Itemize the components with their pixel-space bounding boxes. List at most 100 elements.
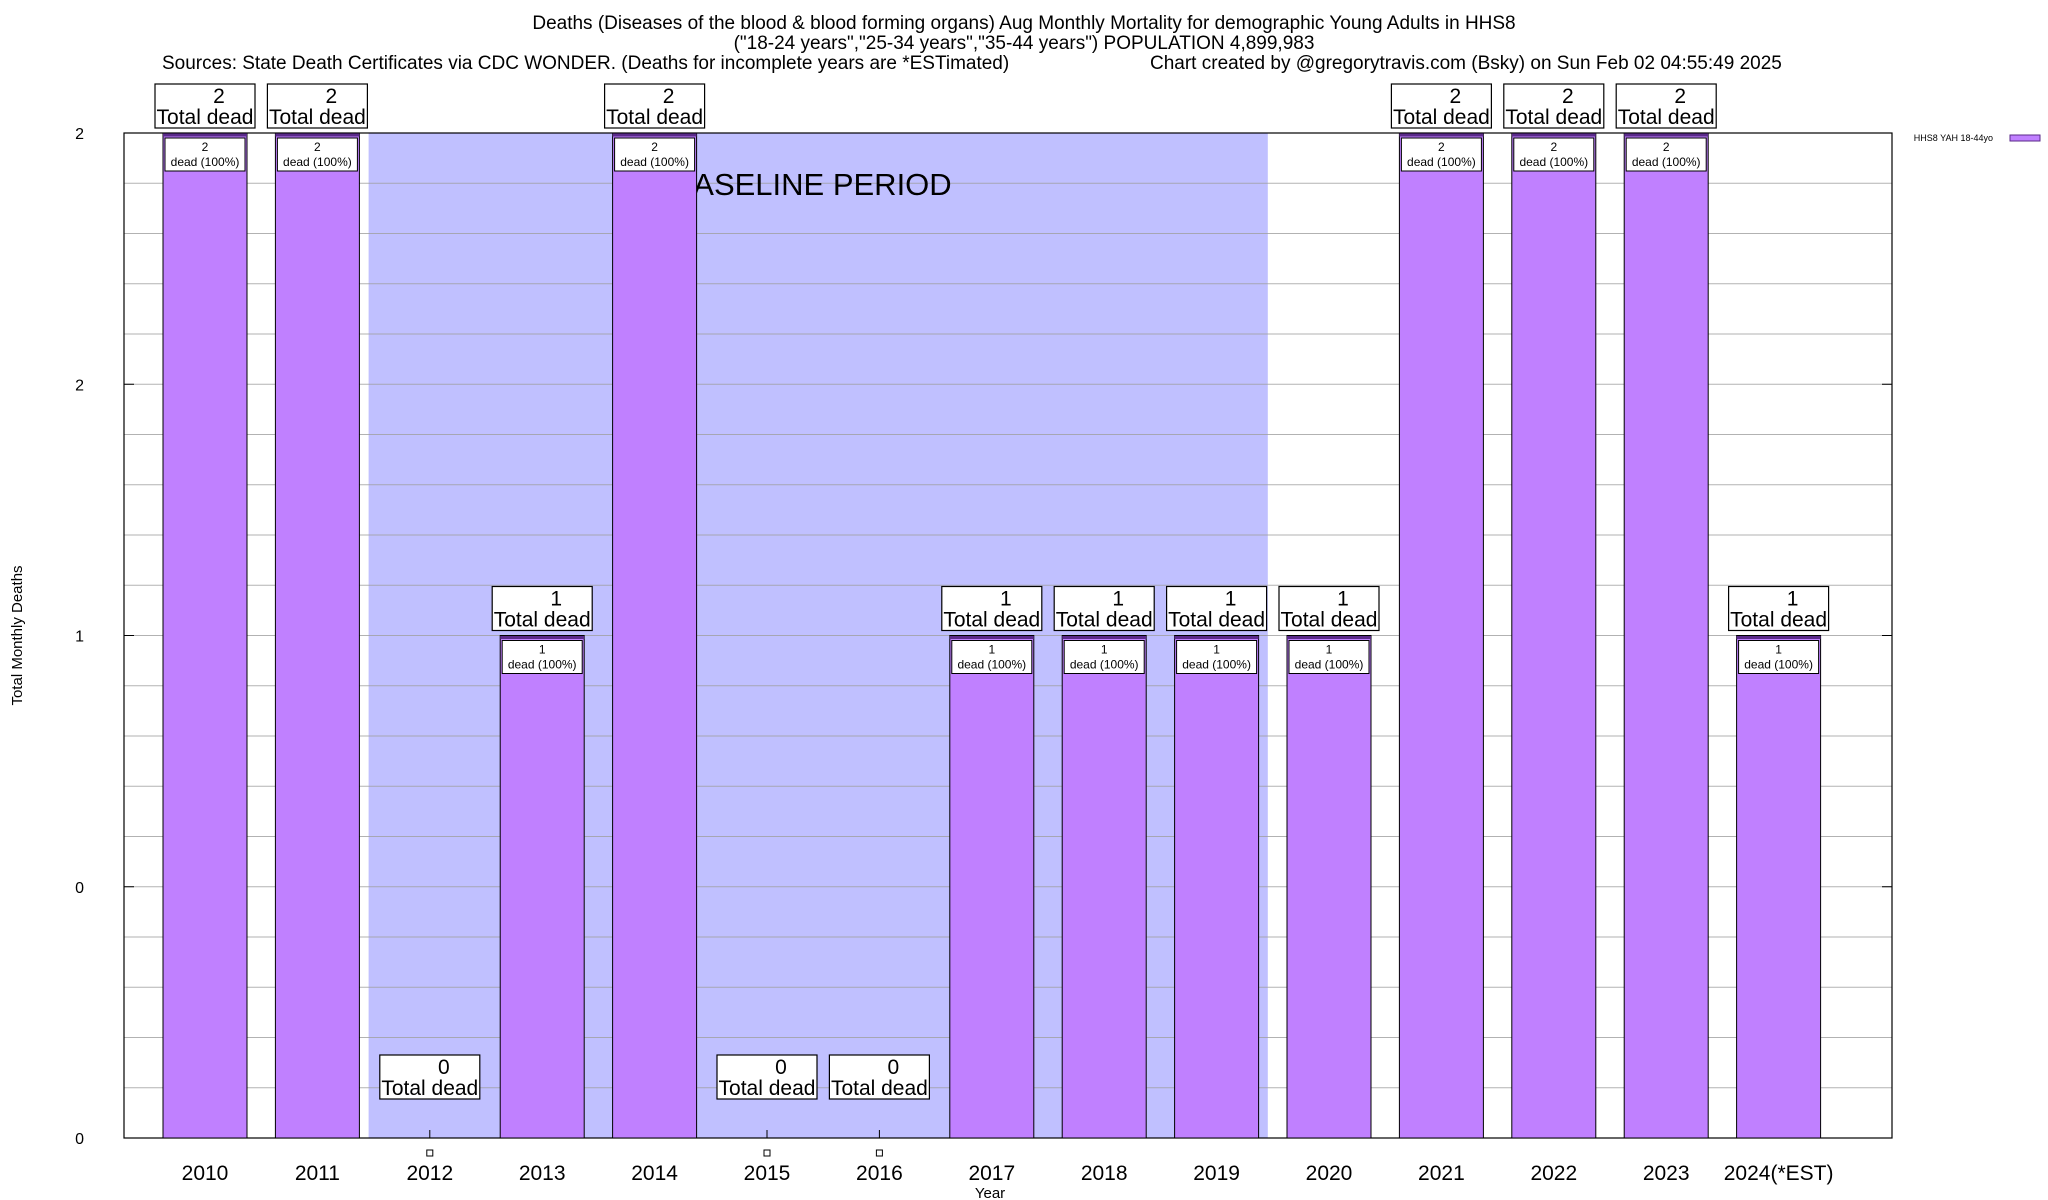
x-axis-title: Year bbox=[975, 1185, 1005, 1200]
bar bbox=[1398, 132, 1484, 1139]
bar-total-label-box bbox=[1503, 83, 1605, 129]
bar-inner-count: 2 bbox=[202, 140, 209, 154]
bar-inner-count: 1 bbox=[1775, 643, 1782, 657]
bar-total-label-box bbox=[603, 83, 706, 129]
bar-total-count: 0 bbox=[438, 1056, 450, 1079]
bar-total-count: 1 bbox=[1000, 588, 1012, 611]
bar-total-label: Total dead bbox=[381, 1077, 478, 1100]
bar bbox=[499, 635, 585, 1139]
bar-inner-label: dead (100%) bbox=[1744, 658, 1813, 672]
bar bbox=[949, 635, 1035, 1139]
x-tick-label: 2010 bbox=[182, 1162, 229, 1185]
bar-inner-count: 2 bbox=[1550, 140, 1557, 154]
x-tick-label: 2021 bbox=[1418, 1162, 1465, 1185]
bar-inner-count: 1 bbox=[1213, 643, 1220, 657]
bar-total-label-box bbox=[1390, 83, 1493, 129]
bar-total-label-box bbox=[1727, 585, 1830, 632]
y-tick-label: 0 bbox=[75, 880, 84, 897]
bar-total-label: Total dead bbox=[1730, 609, 1827, 632]
bar-inner-label-box bbox=[1288, 640, 1370, 674]
bar-total-count: 0 bbox=[775, 1056, 787, 1079]
bar-inner-count: 1 bbox=[1101, 643, 1108, 657]
x-tick-label: 2012 bbox=[406, 1162, 453, 1185]
x-tick-label: 2011 bbox=[295, 1162, 340, 1185]
bar-inner-label-box bbox=[1738, 640, 1820, 674]
bar-inner-label: dead (100%) bbox=[620, 155, 689, 169]
bar-total-label: Total dead bbox=[1281, 609, 1378, 632]
zero-marker bbox=[426, 1149, 434, 1157]
y-tick-label: 1 bbox=[75, 629, 84, 646]
bar-total-label-box bbox=[1278, 585, 1380, 632]
bar-total-count: 1 bbox=[1225, 588, 1237, 611]
legend-swatch bbox=[2009, 134, 2041, 142]
bar-inner-count: 2 bbox=[1438, 140, 1445, 154]
bar-total-count: 1 bbox=[550, 588, 562, 611]
bar-inner-count: 2 bbox=[314, 140, 321, 154]
bar-inner-label-box bbox=[164, 137, 246, 172]
bar-total-count: 2 bbox=[1450, 85, 1462, 108]
bar bbox=[162, 132, 248, 1139]
bar-total-label: Total dead bbox=[1505, 106, 1602, 129]
bar-inner-label-box bbox=[501, 640, 583, 674]
x-tick-label: 2019 bbox=[1193, 1162, 1240, 1185]
chart-title-line1: Deaths (Diseases of the blood & blood fo… bbox=[532, 13, 1516, 34]
bar-inner-label-box bbox=[1513, 137, 1595, 172]
x-tick-label: 2022 bbox=[1530, 1162, 1577, 1185]
bar-total-label: Total dead bbox=[1618, 106, 1715, 129]
bar-inner-label: dead (100%) bbox=[1632, 155, 1701, 169]
bar-inner-count: 1 bbox=[539, 643, 546, 657]
bar-inner-label-box bbox=[614, 137, 696, 172]
bar-total-label: Total dead bbox=[1056, 609, 1153, 632]
x-tick-label: 2020 bbox=[1306, 1162, 1353, 1185]
zero-marker bbox=[763, 1149, 771, 1157]
bar-total-count: 2 bbox=[1674, 85, 1686, 108]
bar-inner-label-box bbox=[276, 137, 358, 172]
bar-total-label: Total dead bbox=[269, 106, 366, 129]
x-tick-label: 2023 bbox=[1643, 1162, 1690, 1185]
bar-inner-label: dead (100%) bbox=[283, 155, 352, 169]
bar-inner-count: 2 bbox=[1663, 140, 1670, 154]
bar bbox=[1061, 635, 1147, 1139]
bar-total-label-box bbox=[828, 1054, 931, 1100]
chart-title-line2: ("18-24 years","25-34 years","35-44 year… bbox=[733, 33, 1315, 54]
x-tick-label: 2015 bbox=[744, 1162, 791, 1185]
bar bbox=[274, 132, 360, 1139]
x-tick-label: 2024(*EST) bbox=[1724, 1162, 1834, 1185]
bar-total-label-box bbox=[379, 1054, 481, 1100]
bar-total-label: Total dead bbox=[1168, 609, 1265, 632]
bar bbox=[1286, 635, 1372, 1139]
bar-total-label-box bbox=[491, 585, 593, 632]
bar-inner-label-box bbox=[1176, 640, 1258, 674]
bar-inner-label: dead (100%) bbox=[1182, 658, 1251, 672]
x-tick-label: 2013 bbox=[519, 1162, 566, 1185]
bar-total-label: Total dead bbox=[831, 1077, 928, 1100]
bar-inner-label: dead (100%) bbox=[1407, 155, 1476, 169]
bar-total-label: Total dead bbox=[494, 609, 591, 632]
chart-sources: Sources: State Death Certificates via CD… bbox=[162, 53, 1010, 74]
bar-inner-label-box bbox=[951, 640, 1033, 674]
bar-inner-label: dead (100%) bbox=[508, 658, 577, 672]
bar-total-count: 2 bbox=[213, 85, 225, 108]
bar-total-label-box bbox=[1165, 585, 1268, 632]
y-axis-title: Total Monthly Deaths bbox=[9, 565, 26, 705]
y-tick-label: 2 bbox=[75, 377, 84, 394]
bar-inner-count: 1 bbox=[988, 643, 995, 657]
bar-total-label-box bbox=[941, 585, 1043, 632]
bar-total-label: Total dead bbox=[719, 1077, 816, 1100]
zero-marker bbox=[875, 1149, 883, 1157]
bar-total-label-box bbox=[1615, 83, 1717, 129]
bar-total-label: Total dead bbox=[157, 106, 254, 129]
chart-credit: Chart created by @gregorytravis.com (Bsk… bbox=[1150, 53, 1782, 74]
bar bbox=[1736, 635, 1822, 1139]
bar-inner-label-box bbox=[1625, 137, 1707, 172]
bar-total-label: Total dead bbox=[943, 609, 1040, 632]
x-tick-label: 2017 bbox=[968, 1162, 1015, 1185]
bar-inner-count: 1 bbox=[1326, 643, 1333, 657]
x-tick-label: 2018 bbox=[1081, 1162, 1128, 1185]
bar-inner-label: dead (100%) bbox=[1295, 658, 1364, 672]
bar-inner-label: dead (100%) bbox=[957, 658, 1026, 672]
bar bbox=[612, 132, 698, 1139]
bar-total-label: Total dead bbox=[1393, 106, 1490, 129]
x-tick-label: 2016 bbox=[856, 1162, 903, 1185]
